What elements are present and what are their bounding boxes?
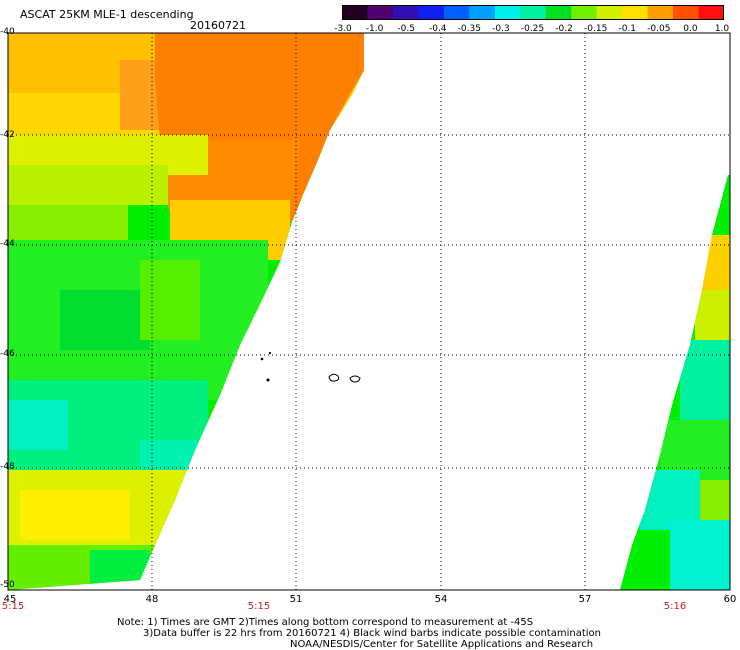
lon-label-54: 54 [434,594,448,605]
colorbar-swatch [673,5,700,20]
colorbar-tick-label: -0.4 [428,24,447,34]
note-line-1: Note: 1) Times are GMT 2)Times along bot… [117,617,534,628]
colorbar-swatch [392,5,419,20]
colorbar-tick-label: -0.3 [492,24,510,34]
colorbar-tick-label: -0.05 [647,24,671,34]
colorbar-swatch [647,5,674,20]
colorbar-tick-label: -0.25 [520,24,545,34]
lon-label-57: 57 [578,594,592,605]
lat-label-44: -44 [0,239,15,249]
note-line-2: 3)Data buffer is 22 hrs from 20160721 4)… [143,628,601,639]
time-label-left: 5:15 [1,601,25,612]
colorbar-swatch [443,5,470,20]
map-date: 20160721 [190,19,246,32]
lat-label-50: -50 [0,580,15,590]
colorbar-tick-label: -0.2 [555,24,573,34]
plot-frame [7,32,731,591]
colorbar [342,5,725,20]
colorbar-tick-label: -0.15 [584,24,608,34]
lat-label-40: -40 [0,27,15,37]
colorbar-swatch [418,5,445,20]
colorbar-tick-label: 1.0 [714,24,730,34]
colorbar-tick-label: -0.1 [618,24,637,34]
grid-lines [8,33,730,590]
lon-label-48: 48 [145,594,159,605]
colorbar-swatch [469,5,496,20]
colorbar-swatch [698,5,725,20]
colorbar-swatch [622,5,649,20]
lat-label-46: -46 [0,349,15,359]
note-line-3: NOAA/NESDIS/Center for Satellite Applica… [290,639,594,650]
colorbar-gradient [342,5,725,20]
map-title: ASCAT 25KM MLE-1 descending [20,8,194,21]
colorbar-tick-label: 0.0 [683,24,698,34]
time-label-center: 5:15 [247,601,271,612]
colorbar-swatch [342,5,369,20]
colorbar-swatch [520,5,547,20]
colorbar-tick-label: -3.0 [334,24,352,34]
colorbar-swatch [545,5,572,20]
lon-label-60: 60 [723,594,737,605]
lat-label-42: -42 [0,130,15,140]
lat-label-48: -48 [0,462,15,472]
colorbar-swatch [367,5,394,20]
lon-label-45: 45 [3,594,17,605]
colorbar-swatch [494,5,521,20]
colorbar-tick-label: -1.0 [365,24,384,34]
lon-label-51: 51 [289,594,303,605]
island-outlines [260,351,361,383]
colorbar-tick-label: -0.35 [457,24,481,34]
colorbar-swatch [571,5,598,20]
colorbar-tick-label: -0.5 [397,24,415,34]
time-label-right: 5:16 [663,601,687,612]
colorbar-swatch [596,5,623,20]
